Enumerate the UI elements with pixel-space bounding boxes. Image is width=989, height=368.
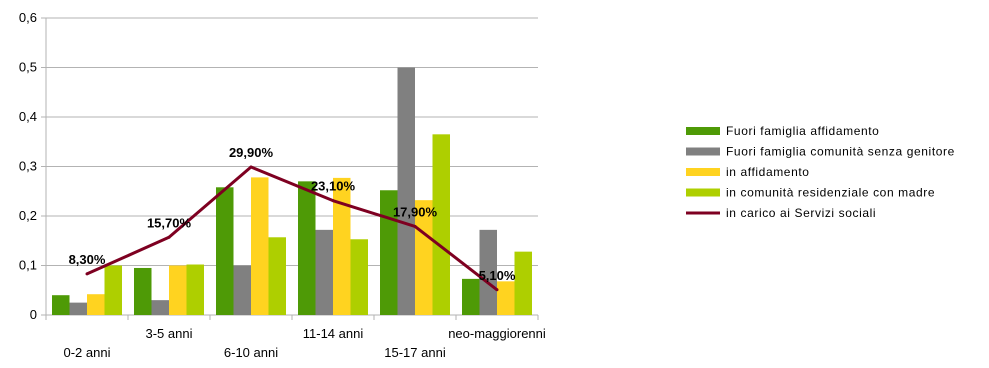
legend-swatch	[686, 168, 720, 176]
data-label: 17,90%	[393, 204, 438, 219]
bar	[186, 264, 204, 315]
legend-label: in carico ai Servizi sociali	[726, 206, 876, 220]
bar	[380, 190, 398, 315]
bar	[104, 265, 122, 315]
y-tick-label: 0,6	[19, 10, 37, 25]
legend-label: Fuori famiglia affidamento	[726, 124, 879, 138]
x-tick-label: 3-5 anni	[146, 326, 193, 341]
legend-label: Fuori famiglia comunità senza genitore	[726, 145, 955, 159]
bar	[233, 265, 251, 315]
legend-swatch	[686, 127, 720, 135]
data-label: 8,30%	[69, 252, 106, 267]
bar	[169, 265, 187, 315]
data-label: 23,10%	[311, 179, 356, 194]
bar	[497, 281, 515, 315]
bar	[462, 278, 480, 315]
bar	[514, 251, 532, 315]
line-point	[167, 235, 171, 239]
data-label: 15,70%	[147, 215, 192, 230]
bar	[333, 177, 351, 315]
line-point	[85, 272, 89, 276]
y-tick-label: 0,4	[19, 109, 37, 124]
bar	[69, 302, 87, 315]
data-label: 5,10%	[479, 268, 516, 283]
series-line	[86, 165, 498, 291]
bar	[350, 239, 368, 315]
legend-label: in comunità residenziale con madre	[726, 186, 935, 200]
x-tick-label: 11-14 anni	[303, 326, 364, 341]
x-tick-label: 15-17 anni	[384, 345, 446, 360]
y-tick-label: 0,5	[19, 60, 37, 75]
x-tick-label: 6-10 anni	[224, 345, 278, 360]
legend-label: in affidamento	[726, 165, 810, 179]
bar	[298, 181, 316, 315]
data-label: 29,90%	[229, 145, 274, 160]
bar	[315, 229, 333, 315]
legend-swatch	[686, 147, 720, 156]
line-point	[413, 224, 417, 228]
bar	[216, 187, 234, 315]
line-point	[249, 165, 253, 169]
bar	[52, 295, 70, 315]
bar	[397, 67, 415, 315]
y-tick-label: 0	[30, 307, 37, 322]
bar	[268, 237, 286, 315]
x-tick-label: neo-maggiorenni	[448, 326, 546, 341]
legend-swatch	[686, 188, 720, 197]
x-tick-label: 0-2 anni	[64, 345, 111, 360]
line-point	[495, 288, 499, 292]
y-tick-label: 0,1	[19, 258, 37, 273]
bar	[251, 177, 269, 315]
y-tick-label: 0,3	[19, 159, 37, 174]
bar	[134, 267, 152, 315]
bar	[479, 229, 497, 315]
bar	[151, 300, 169, 315]
bar	[87, 294, 105, 315]
bar	[432, 134, 450, 315]
y-tick-label: 0,2	[19, 208, 37, 223]
line-point	[331, 199, 335, 203]
